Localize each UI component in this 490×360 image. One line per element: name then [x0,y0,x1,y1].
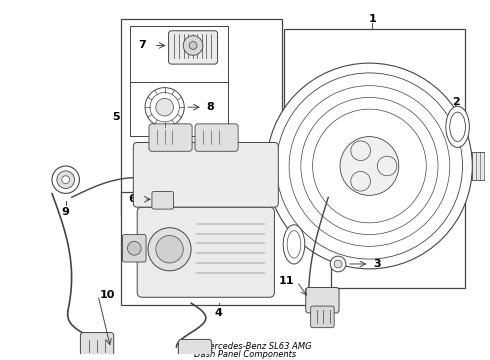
FancyBboxPatch shape [169,31,218,64]
FancyBboxPatch shape [311,306,334,328]
Ellipse shape [283,225,305,264]
Bar [121,193,331,305]
Text: 7: 7 [138,40,146,50]
Text: 5: 5 [112,112,120,122]
Circle shape [52,166,79,193]
Text: 2: 2 [452,97,460,107]
Circle shape [62,176,70,184]
Bar [130,26,228,83]
FancyBboxPatch shape [122,235,146,262]
Text: 1: 1 [368,14,376,24]
Bar [249,150,267,158]
FancyBboxPatch shape [195,124,238,151]
Text: 6: 6 [128,194,136,204]
FancyBboxPatch shape [152,192,173,209]
Circle shape [156,235,183,263]
Circle shape [334,260,342,268]
Circle shape [267,63,472,269]
Text: 3: 3 [373,259,381,269]
Bar [121,19,282,215]
Bar [130,82,228,136]
Circle shape [183,36,203,55]
Text: 8: 8 [207,102,215,112]
FancyBboxPatch shape [306,288,339,313]
FancyBboxPatch shape [149,124,192,151]
Text: 10: 10 [100,290,116,300]
Ellipse shape [446,106,469,147]
Text: 11: 11 [278,276,294,285]
Circle shape [57,171,74,189]
Circle shape [127,242,141,255]
Text: 9: 9 [62,207,70,217]
Circle shape [145,87,184,127]
FancyBboxPatch shape [133,143,278,207]
FancyBboxPatch shape [178,339,212,360]
Circle shape [189,41,197,49]
FancyBboxPatch shape [80,333,114,360]
Bar [284,29,466,288]
Text: 4: 4 [215,308,222,318]
FancyBboxPatch shape [137,207,274,297]
Text: 2023 Mercedes-Benz SL63 AMG: 2023 Mercedes-Benz SL63 AMG [178,342,312,351]
Circle shape [156,98,173,116]
Bar [249,174,267,182]
Circle shape [340,136,399,195]
Bar [472,152,490,180]
Text: Dash Panel Components: Dash Panel Components [194,350,296,359]
Circle shape [330,256,346,272]
Circle shape [148,228,191,271]
